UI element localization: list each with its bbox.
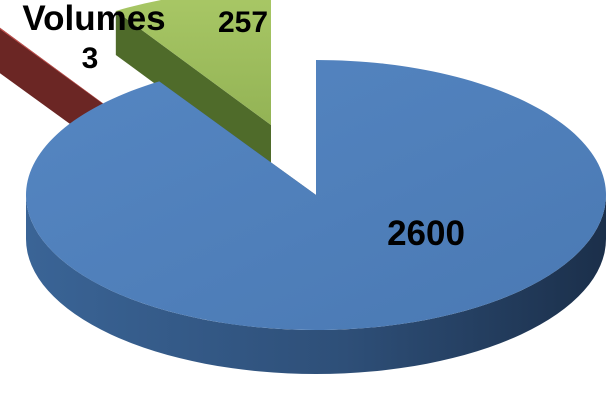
data-label-3: 3: [82, 42, 99, 75]
data-label-2600: 2600: [387, 214, 465, 253]
slice-2600: [25, 60, 607, 374]
slice-257: [115, 0, 271, 169]
slice-257-wall: [115, 10, 271, 169]
chart-title: Volumes: [22, 0, 165, 38]
slice-2600-top: [25, 60, 607, 330]
data-label-257: 257: [218, 6, 268, 39]
slice-257-top: [115, 0, 271, 125]
slice-2600-side: [26, 195, 606, 374]
